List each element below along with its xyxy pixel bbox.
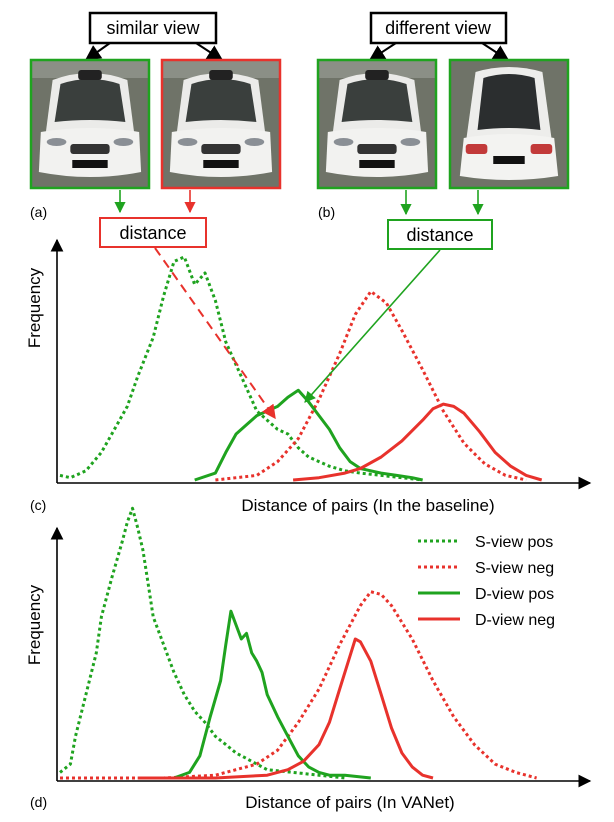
car-image-a2 (160, 58, 282, 190)
chart-d-series-d-pos (173, 609, 371, 780)
chart-c-series-d-neg (292, 402, 543, 482)
chart-c-series-s-neg (215, 289, 527, 482)
different-view-label: different view (385, 18, 492, 38)
panel-label-b: (b) (318, 204, 335, 220)
chart-c-series (59, 255, 543, 482)
legend-label-s-view-pos: S-view pos (475, 534, 553, 551)
chart-d-ylabel: Frequency (25, 584, 44, 665)
car-image-b1 (316, 58, 438, 190)
distance-box-a (99, 217, 207, 248)
chart-c-xlabel: Distance of pairs (In the baseline) (241, 496, 494, 515)
chart-c-series-d-pos (194, 388, 423, 482)
distance-box-b (387, 219, 493, 250)
car-image-a1 (29, 58, 151, 190)
arrow-to-car-3 (368, 42, 397, 61)
similar-view-label: similar view (106, 18, 200, 38)
arrow-distance-a-to-curve (154, 247, 276, 420)
panel-label-a: (a) (30, 204, 47, 220)
distance-label-a: distance (119, 223, 186, 243)
arrow-to-car-2 (195, 42, 224, 61)
chart-c-series-s-pos (59, 255, 423, 482)
chart-d-series-d-neg (137, 637, 434, 780)
similar-view-box (88, 11, 218, 45)
chart-d-legend: S-view pos S-view neg D-view pos D-view … (418, 534, 555, 629)
arrow-to-car-4 (481, 42, 510, 61)
legend-label-d-view-pos: D-view pos (475, 586, 554, 603)
chart-d-panel-label: (d) (30, 794, 47, 810)
chart-d-series (59, 506, 537, 780)
top-panels: similar view different view (a) (b) (29, 11, 570, 250)
legend-label-d-view-neg: D-view neg (475, 612, 555, 629)
chart-c-panel-label: (c) (30, 497, 46, 513)
legend-label-s-view-neg: S-view neg (475, 560, 554, 577)
distance-label-b: distance (406, 225, 473, 245)
chart-c: Frequency Distance of pairs (In the base… (25, 238, 592, 515)
chart-d-series-s-pos (59, 506, 346, 780)
arrow-distance-b-to-curve (304, 249, 441, 403)
arrow-to-car-1 (84, 42, 111, 61)
chart-d: Frequency Distance of pairs (In VANet) (… (25, 506, 592, 812)
chart-c-ylabel: Frequency (25, 267, 44, 348)
chart-d-series-s-neg (60, 590, 537, 780)
different-view-box (369, 11, 508, 45)
car-image-b2 (448, 58, 570, 190)
chart-d-xlabel: Distance of pairs (In VANet) (245, 793, 454, 812)
